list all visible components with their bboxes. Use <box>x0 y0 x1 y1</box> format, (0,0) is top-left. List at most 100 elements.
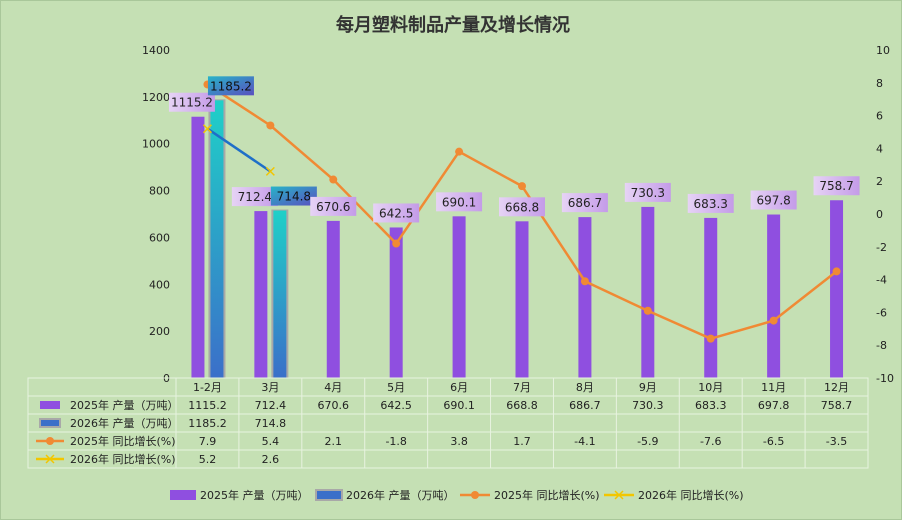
table-cell: 5.2 <box>199 453 217 466</box>
svg-text:670.6: 670.6 <box>316 200 350 214</box>
point-2025-growth <box>769 316 778 325</box>
y-right-tick-label: 4 <box>876 142 883 155</box>
svg-text:642.5: 642.5 <box>379 206 413 220</box>
y-right-tick-label: -2 <box>876 241 887 254</box>
legend-item: 2026年 产量（万吨） <box>315 488 455 502</box>
table-cell: 712.4 <box>255 399 287 412</box>
y-right-tick-label: -4 <box>876 274 887 287</box>
table-cell: 683.3 <box>695 399 727 412</box>
x-tick-label: 12月 <box>824 381 849 394</box>
data-label-2025: 686.7 <box>561 193 608 213</box>
table-cell: -6.5 <box>763 435 784 448</box>
bar-2026 <box>273 210 287 378</box>
point-2025-growth <box>392 239 401 248</box>
x-tick-label: 7月 <box>513 381 531 394</box>
svg-text:683.3: 683.3 <box>694 197 728 211</box>
data-label-2026: 714.8 <box>270 186 317 206</box>
table-cell: 2.6 <box>262 453 280 466</box>
table-cell: 3.8 <box>450 435 468 448</box>
point-2025-growth <box>329 175 338 184</box>
bar-2025 <box>452 216 466 378</box>
y-left-tick-label: 1400 <box>142 44 170 57</box>
table-cell: 2.1 <box>325 435 343 448</box>
point-2025-growth <box>643 306 652 315</box>
table-row-label: 2026年 同比增长(%) <box>70 452 176 466</box>
svg-text:730.3: 730.3 <box>631 186 665 200</box>
bar-2025 <box>767 214 781 378</box>
table-cell: -7.6 <box>700 435 721 448</box>
table-cell: 668.8 <box>506 399 538 412</box>
table-cell: 690.1 <box>443 399 475 412</box>
point-2026-growth <box>265 166 275 176</box>
svg-text:714.8: 714.8 <box>277 190 311 204</box>
table-cell: 1185.2 <box>188 417 227 430</box>
data-label-2025: 712.4 <box>231 187 278 207</box>
x-tick-label: 6月 <box>450 381 468 394</box>
table-cell: -4.1 <box>574 435 595 448</box>
x-tick-label: 3月 <box>261 381 279 394</box>
y-left-tick-label: 400 <box>149 278 170 291</box>
table-cell: -5.9 <box>637 435 658 448</box>
y-left-tick-label: 1200 <box>142 91 170 104</box>
table-cell: 670.6 <box>318 399 350 412</box>
x-tick-label: 9月 <box>639 381 657 394</box>
svg-text:1115.2: 1115.2 <box>171 96 213 110</box>
svg-text:758.7: 758.7 <box>819 179 853 193</box>
table-legend-key <box>40 401 60 409</box>
bar-2025 <box>191 116 205 378</box>
data-label-2025: 642.5 <box>373 203 420 223</box>
bar-2025 <box>389 227 403 378</box>
table-cell: 642.5 <box>380 399 412 412</box>
x-tick-label: 10月 <box>698 381 723 394</box>
table-cell: 1.7 <box>513 435 531 448</box>
data-label-2025: 758.7 <box>813 176 860 196</box>
x-tick-label: 11月 <box>761 381 786 394</box>
data-label-2025: 670.6 <box>310 196 357 216</box>
point-2025-growth <box>266 121 275 130</box>
svg-text:668.8: 668.8 <box>505 200 539 214</box>
point-2026-growth <box>202 124 212 134</box>
table-cell: 1115.2 <box>188 399 227 412</box>
data-label-2025: 730.3 <box>624 182 671 202</box>
legend-label: 2025年 产量（万吨） <box>200 488 309 502</box>
bar-2026 <box>210 100 224 378</box>
y-left-tick-label: 600 <box>149 231 170 244</box>
point-2025-growth <box>518 182 526 191</box>
table-cell: 730.3 <box>632 399 664 412</box>
x-tick-label: 1-2月 <box>193 381 222 394</box>
y-right-tick-label: -6 <box>876 306 887 319</box>
bar-2025 <box>641 206 655 378</box>
svg-text:697.8: 697.8 <box>756 194 790 208</box>
table-row-label: 2026年 产量（万吨） <box>70 416 179 430</box>
data-label-2025: 668.8 <box>499 197 545 217</box>
point-2025-growth <box>580 277 589 286</box>
y-right-tick-label: 8 <box>876 77 883 90</box>
x-tick-label: 5月 <box>387 381 405 394</box>
y-right-tick-label: 6 <box>876 110 883 123</box>
table-cell: 686.7 <box>569 399 601 412</box>
table-cell: 7.9 <box>199 435 217 448</box>
table-row-label: 2025年 产量（万吨） <box>70 398 179 412</box>
y-right-tick-label: -8 <box>876 339 887 352</box>
point-2025-growth <box>455 147 464 156</box>
data-label-2025: 1115.2 <box>168 92 215 112</box>
y-right-tick-label: 10 <box>876 44 890 57</box>
chart-title: 每月塑料制品产量及增长情况 <box>336 15 570 36</box>
svg-text:712.4: 712.4 <box>238 190 272 204</box>
table-cell: 697.8 <box>758 399 790 412</box>
bar-2025 <box>830 200 844 378</box>
bar-2025 <box>704 217 718 378</box>
data-label-2026: 1185.2 <box>207 76 254 96</box>
point-2025-growth <box>706 334 715 343</box>
legend-item: 2025年 产量（万吨） <box>170 488 309 502</box>
svg-text:690.1: 690.1 <box>442 195 476 209</box>
x-tick-label: 8月 <box>576 381 594 394</box>
y-right-tick-label: 0 <box>876 208 883 221</box>
data-label-2025: 690.1 <box>436 192 483 212</box>
table-cell: 5.4 <box>262 435 280 448</box>
y-left-tick-label: 1000 <box>142 138 170 151</box>
data-label-2025: 683.3 <box>687 193 734 213</box>
legend-item: 2025年 同比增长(%) <box>460 488 600 502</box>
